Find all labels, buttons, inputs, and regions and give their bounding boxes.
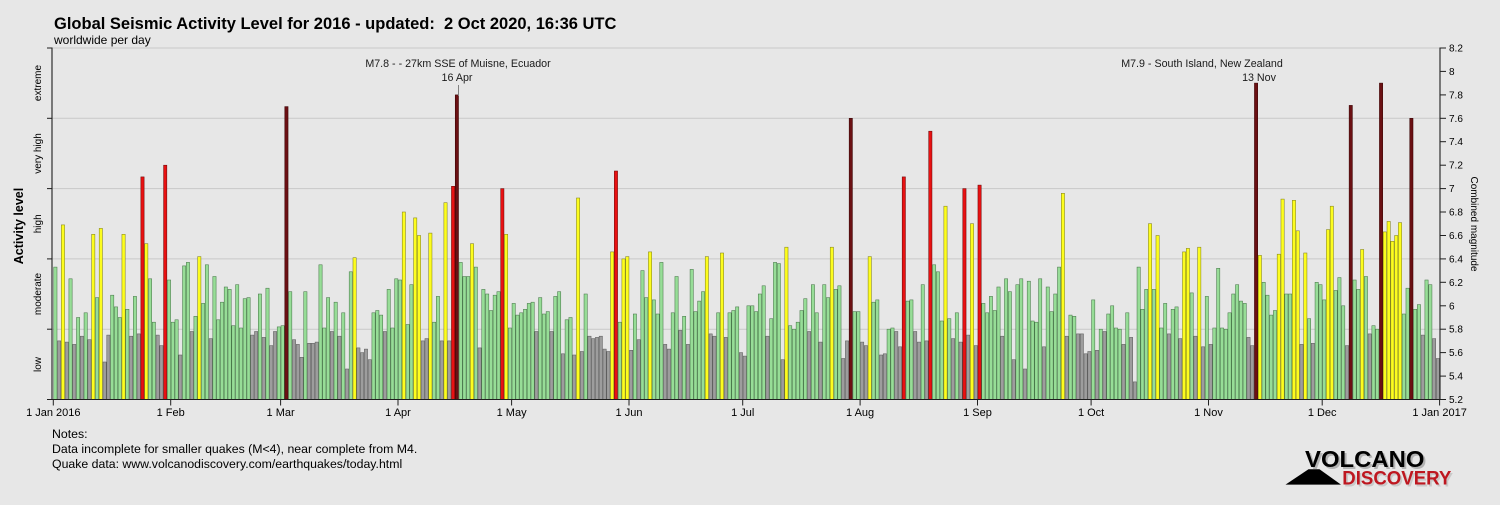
svg-text:5.8: 5.8 — [1449, 325, 1463, 336]
svg-text:Quake data: www.volcanodiscove: Quake data: www.volcanodiscovery.com/ear… — [52, 457, 402, 471]
svg-text:M7.9 - South Island, New Zeala: M7.9 - South Island, New Zealand — [1121, 58, 1283, 70]
svg-text:1 Feb: 1 Feb — [157, 407, 185, 419]
svg-text:1 May: 1 May — [497, 407, 527, 419]
svg-text:7.6: 7.6 — [1449, 114, 1463, 125]
svg-text:DISCOVERY: DISCOVERY — [1342, 468, 1451, 490]
svg-text:5.2: 5.2 — [1449, 395, 1463, 406]
svg-text:extreme: extreme — [33, 65, 44, 102]
svg-text:Activity level: Activity level — [12, 188, 26, 264]
svg-text:1 Aug: 1 Aug — [846, 407, 874, 419]
svg-text:low: low — [33, 356, 44, 372]
svg-text:VOLCANO: VOLCANO — [1307, 448, 1427, 474]
svg-text:worldwide per day: worldwide per day — [53, 33, 151, 47]
svg-text:7.4: 7.4 — [1449, 137, 1463, 148]
svg-text:1 Sep: 1 Sep — [963, 407, 992, 419]
svg-text:Global Seismic Activity Level: Global Seismic Activity Level for 2016 -… — [54, 15, 617, 33]
svg-text:5.4: 5.4 — [1449, 372, 1463, 383]
svg-text:1 Jan 2017: 1 Jan 2017 — [1412, 407, 1466, 419]
svg-text:6.6: 6.6 — [1449, 231, 1463, 242]
svg-text:1 Nov: 1 Nov — [1194, 407, 1223, 419]
svg-text:very high: very high — [33, 133, 44, 174]
svg-text:M7.8 - - 27km SSE of Muisne, E: M7.8 - - 27km SSE of Muisne, Ecuador — [365, 58, 551, 70]
svg-text:6: 6 — [1449, 301, 1455, 312]
svg-text:high: high — [33, 214, 44, 233]
svg-text:Data incomplete for smaller qu: Data incomplete for smaller quakes (M<4)… — [52, 442, 417, 456]
svg-text:6.2: 6.2 — [1449, 278, 1463, 289]
svg-text:moderate: moderate — [33, 272, 44, 315]
svg-text:Combined magnitude: Combined magnitude — [1468, 176, 1479, 271]
svg-text:1 Apr: 1 Apr — [385, 407, 411, 419]
svg-text:8.2: 8.2 — [1449, 44, 1463, 55]
svg-text:7.8: 7.8 — [1449, 90, 1463, 101]
svg-text:1 Jan 2016: 1 Jan 2016 — [26, 407, 80, 419]
svg-text:1 Oct: 1 Oct — [1078, 407, 1104, 419]
svg-text:8: 8 — [1449, 67, 1455, 78]
svg-text:6.8: 6.8 — [1449, 208, 1463, 219]
svg-text:16 Apr: 16 Apr — [442, 72, 473, 84]
svg-text:1 Dec: 1 Dec — [1308, 407, 1337, 419]
svg-text:DISCOVERY: DISCOVERY — [1344, 469, 1453, 491]
svg-text:5.6: 5.6 — [1449, 348, 1463, 359]
svg-text:Notes:: Notes: — [52, 427, 88, 441]
svg-text:7: 7 — [1449, 184, 1455, 195]
svg-text:1 Jun: 1 Jun — [616, 407, 643, 419]
svg-text:1 Mar: 1 Mar — [267, 407, 295, 419]
svg-text:7.2: 7.2 — [1449, 161, 1463, 172]
svg-text:13 Nov: 13 Nov — [1242, 72, 1277, 84]
svg-text:VOLCANO: VOLCANO — [1305, 446, 1425, 472]
svg-text:6.4: 6.4 — [1449, 254, 1463, 265]
svg-text:1 Jul: 1 Jul — [731, 407, 754, 419]
